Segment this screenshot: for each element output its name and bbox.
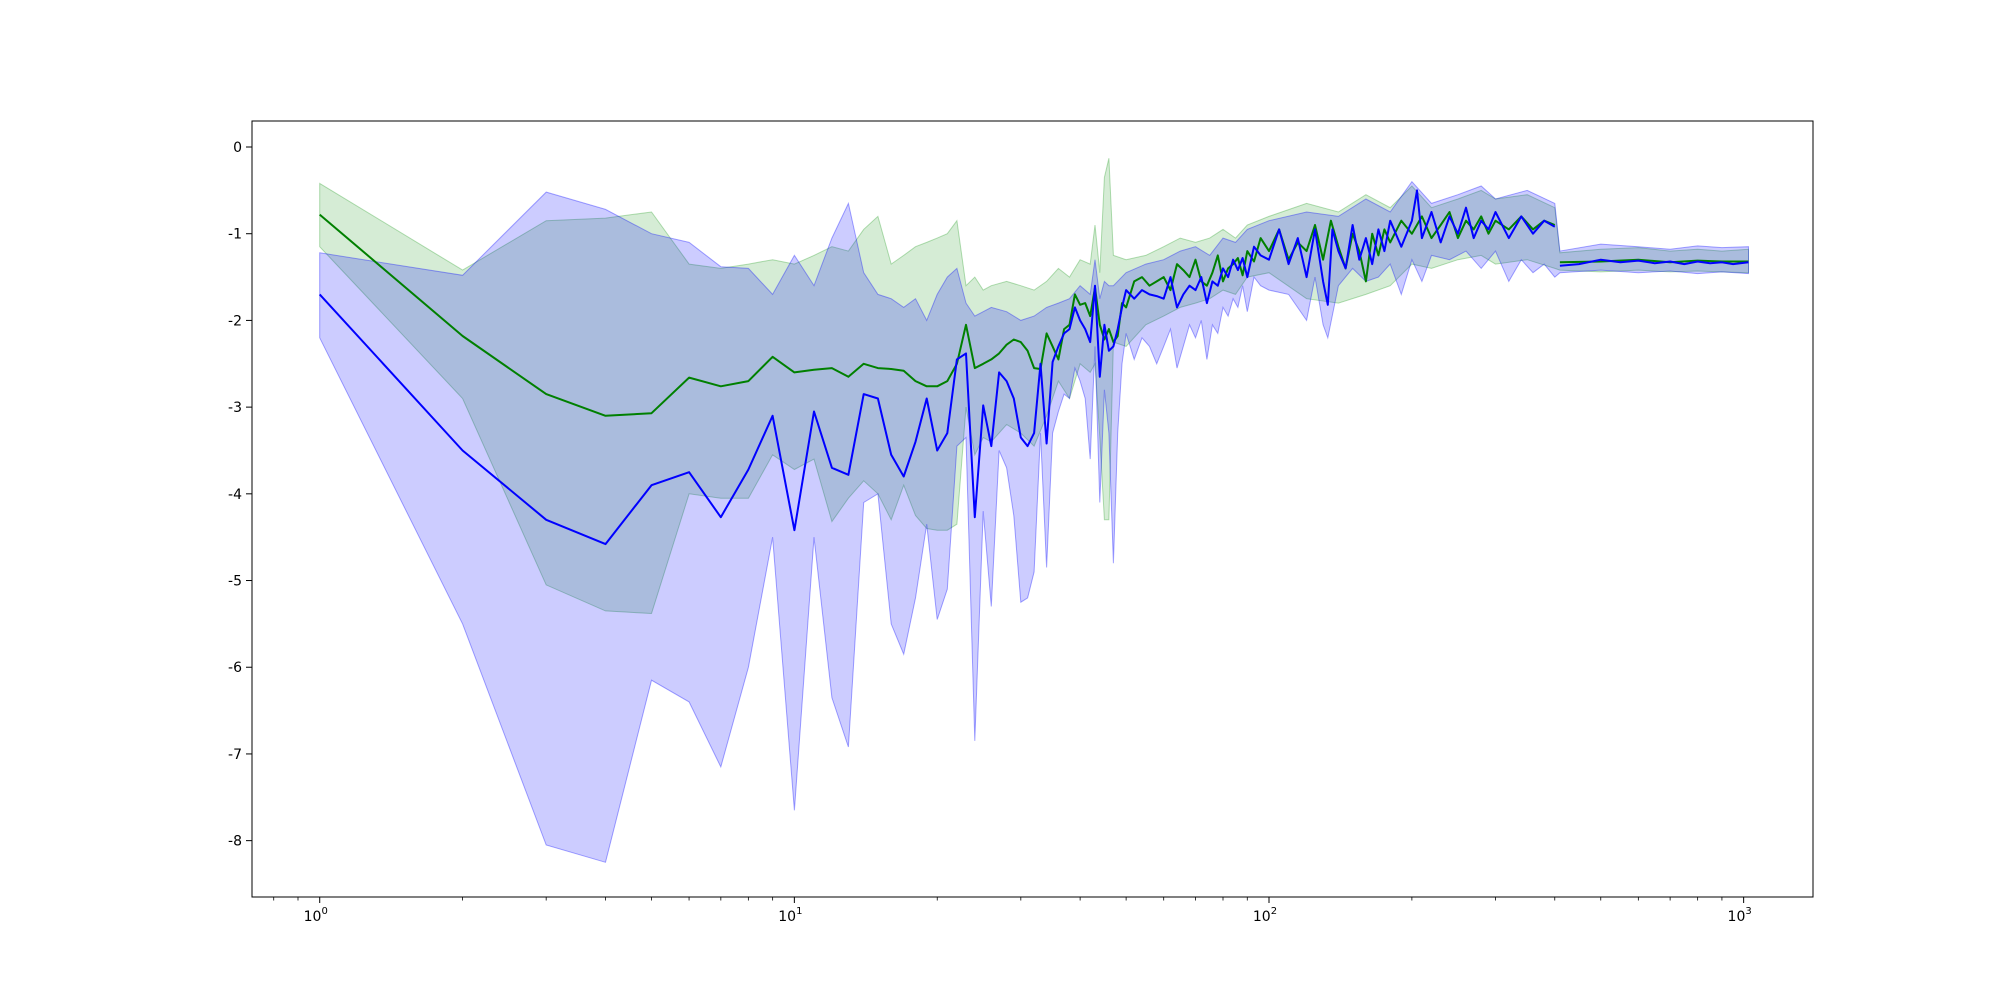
x-tick-label: 101	[778, 906, 802, 925]
y-tick-label: -4	[228, 487, 242, 503]
axes-frame	[251, 120, 1814, 898]
y-tick-label: -3	[228, 400, 242, 416]
x-tick-label: 103	[1728, 906, 1752, 925]
y-tick-label: -8	[228, 834, 242, 850]
y-tick-label: -2	[228, 313, 242, 329]
y-tick-label: -5	[228, 574, 242, 590]
series-2-line-segment-1	[318, 189, 1556, 546]
x-tick-label: 102	[1253, 906, 1277, 925]
series-2-line-segment-2	[1559, 258, 1749, 267]
y-tick-label: -6	[228, 660, 242, 676]
y-tick-label: -7	[228, 747, 242, 763]
axis-ticks: 0 -1 -2 -3 -4 -5 -6 -7 -8 100 101 102 103	[228, 140, 1752, 925]
plot-area	[318, 158, 1749, 863]
x-tick-label: 100	[304, 906, 328, 925]
y-tick-label: 0	[233, 140, 242, 156]
y-tick-label: -1	[228, 227, 242, 243]
series-1-band	[319, 158, 1749, 615]
series-2-band	[319, 180, 1749, 863]
